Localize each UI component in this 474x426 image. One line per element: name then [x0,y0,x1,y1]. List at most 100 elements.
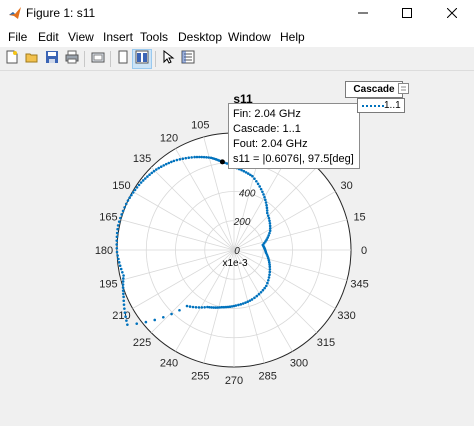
series-point[interactable] [122,274,125,277]
menu-tools[interactable]: Tools [140,30,169,44]
series-point[interactable] [121,270,124,274]
series-point[interactable] [237,303,240,307]
series-point[interactable] [120,213,123,216]
series-point[interactable] [268,219,271,223]
series-point[interactable] [115,231,119,235]
menu-desktop[interactable]: Desktop [178,30,223,44]
series-point[interactable] [190,156,193,159]
series-point[interactable] [216,306,220,309]
series-point[interactable] [248,299,252,302]
series-point[interactable] [135,186,139,189]
series-point[interactable] [255,294,259,298]
series-point[interactable] [264,240,267,243]
series-point[interactable] [240,168,243,172]
property-inspector-button[interactable] [178,49,198,69]
series-point[interactable] [122,303,126,306]
series-point[interactable] [267,258,271,262]
series-point[interactable] [255,179,258,183]
series-point[interactable] [135,322,139,325]
series-point[interactable] [268,229,272,233]
series-point[interactable] [209,156,213,160]
series-point[interactable] [267,234,270,237]
series-point[interactable] [267,278,270,282]
close-button[interactable] [430,0,474,27]
series-point[interactable] [267,276,271,279]
series-point[interactable] [119,267,123,271]
series-point[interactable] [212,306,216,309]
series-point[interactable] [239,303,243,306]
series-point[interactable] [116,224,120,227]
series-point[interactable] [206,305,209,309]
series-point[interactable] [224,305,228,309]
series-point[interactable] [121,283,125,286]
series-point[interactable] [246,172,250,175]
series-point[interactable] [268,231,271,235]
edit-plot-button[interactable] [158,49,178,69]
series-point[interactable] [121,280,125,283]
save-button[interactable] [42,49,62,69]
legend-menu-icon[interactable] [398,82,410,100]
series-point[interactable] [117,220,121,223]
series-point[interactable] [244,171,248,174]
series-point[interactable] [200,155,204,159]
series-point[interactable] [184,156,188,160]
series-point[interactable] [207,156,211,159]
series-point[interactable] [268,222,272,225]
series-point[interactable] [251,174,254,178]
series-point[interactable] [181,157,185,161]
series-point[interactable] [225,162,229,165]
series-point[interactable] [170,160,173,164]
series-point[interactable] [188,305,192,308]
series-point[interactable] [265,203,268,207]
series-point[interactable] [115,239,119,242]
series-point[interactable] [175,158,179,162]
minimize-button[interactable] [341,0,385,27]
series-point[interactable] [268,265,272,268]
series-point[interactable] [261,190,264,194]
series-point[interactable] [126,323,129,326]
series-point[interactable] [116,254,119,257]
series-point[interactable] [263,195,266,199]
legend-title[interactable]: Cascade [345,81,403,98]
series-point[interactable] [259,290,263,294]
series-point[interactable] [234,304,238,307]
series-point[interactable] [256,182,260,186]
series-point[interactable] [178,308,181,312]
series-point[interactable] [159,165,163,168]
series-point[interactable] [122,295,125,299]
link-plot-button[interactable] [88,49,108,69]
series-point[interactable] [257,292,261,296]
series-point[interactable] [203,305,206,309]
series-point[interactable] [123,307,126,310]
series-point[interactable] [125,319,128,322]
series-point[interactable] [258,185,261,188]
series-point[interactable] [214,306,218,309]
series-point[interactable] [162,315,165,319]
series-point[interactable] [139,181,143,184]
series-point[interactable] [141,179,145,182]
series-point[interactable] [121,209,125,213]
series-point[interactable] [246,300,250,303]
series-point[interactable] [137,183,141,187]
series-point[interactable] [220,305,224,309]
series-point[interactable] [198,155,201,159]
series-point[interactable] [157,166,161,170]
series-point[interactable] [250,298,254,301]
series-point[interactable] [126,199,130,202]
series-point[interactable] [154,168,158,171]
series-point[interactable] [153,318,157,322]
series-point[interactable] [122,292,125,296]
series-point[interactable] [178,158,182,161]
series-point[interactable] [123,311,127,314]
series-point[interactable] [253,177,256,181]
menu-view[interactable]: View [68,30,94,44]
series-point[interactable] [150,171,154,175]
series-point[interactable] [197,306,201,309]
maximize-button[interactable] [385,0,429,27]
series-point[interactable] [124,202,128,206]
series-point[interactable] [265,238,268,241]
series-point[interactable] [123,206,126,209]
series-point[interactable] [128,196,131,200]
series-point[interactable] [266,214,270,217]
